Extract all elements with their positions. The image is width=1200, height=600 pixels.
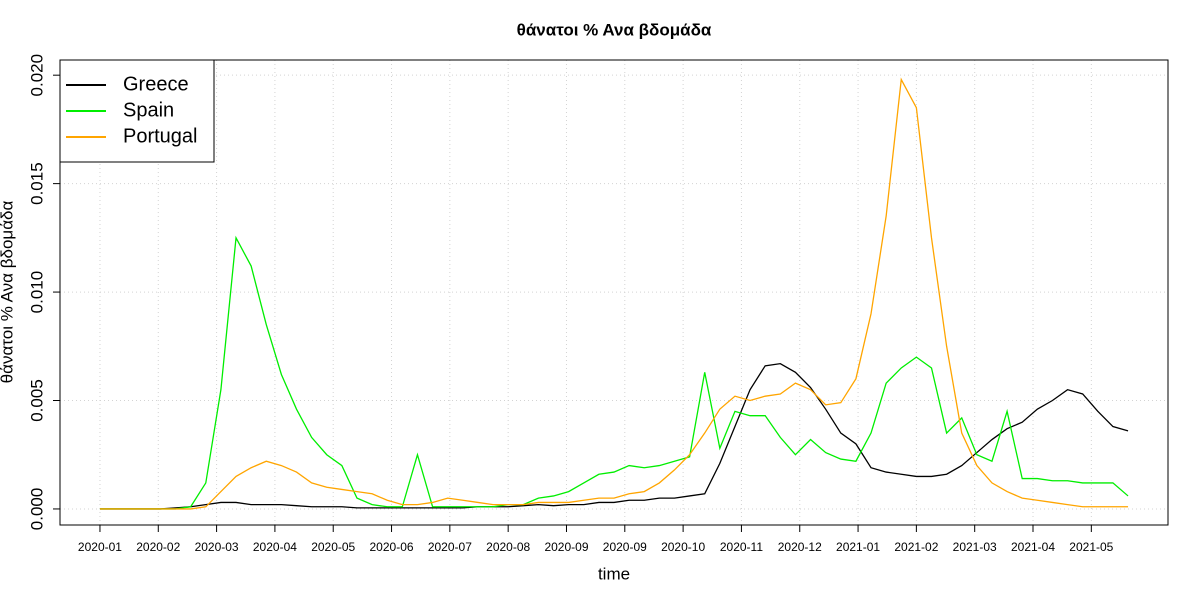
y-tick-label: 0.010 xyxy=(27,271,46,314)
y-tick-label: 0.000 xyxy=(27,488,46,531)
x-tick-label: 2020-08 xyxy=(486,540,530,554)
x-tick-label: 2021-03 xyxy=(953,540,997,554)
y-tick-label: 0.015 xyxy=(27,162,46,205)
x-tick-label: 2020-07 xyxy=(428,540,472,554)
x-tick-label: 2020-12 xyxy=(778,540,822,554)
x-tick-label: 2021-04 xyxy=(1011,540,1055,554)
legend-label: Spain xyxy=(123,99,174,121)
x-tick-label: 2021-01 xyxy=(836,540,880,554)
plot-frame xyxy=(59,59,1169,526)
legend-label: Greece xyxy=(123,73,189,95)
x-tick-label: 2020-04 xyxy=(253,540,297,554)
x-axis-label: time xyxy=(598,564,630,583)
x-tick-label: 2020-05 xyxy=(311,540,355,554)
x-tick-label: 2020-09 xyxy=(603,540,647,554)
series-line xyxy=(99,362,1129,510)
series-line xyxy=(99,77,1129,510)
x-tick-label: 2021-02 xyxy=(894,540,938,554)
y-tick-label: 0.020 xyxy=(27,54,46,97)
x-tick-label: 2020-01 xyxy=(78,540,122,554)
series-line xyxy=(99,235,1129,510)
x-tick-label: 2020-10 xyxy=(661,540,705,554)
x-tick-label: 2020-03 xyxy=(195,540,239,554)
chart-title: θάνατοι % Ανα βδομάδα xyxy=(517,20,712,39)
legend-label: Portugal xyxy=(123,125,198,147)
x-tick-label: 2020-09 xyxy=(544,540,588,554)
y-tick-label: 0.005 xyxy=(27,379,46,422)
x-tick-label: 2020-02 xyxy=(136,540,180,554)
y-axis-label: θάνατοι % Ανα βδομάδα xyxy=(0,201,16,384)
legend: Greece Spain Portugal xyxy=(59,59,215,163)
x-tick-label: 2020-06 xyxy=(370,540,414,554)
x-tick-label: 2020-11 xyxy=(720,540,763,554)
x-tick-label: 2021-05 xyxy=(1069,540,1113,554)
